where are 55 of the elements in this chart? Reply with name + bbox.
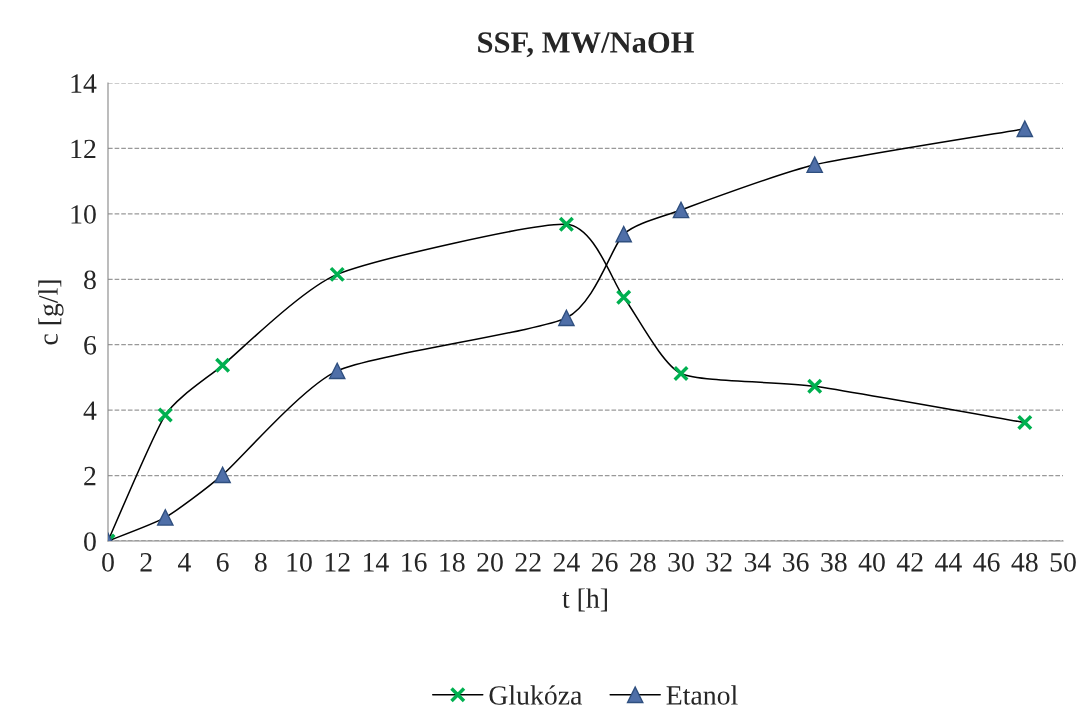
x-tick-label: 40: [858, 552, 885, 572]
x-tick-label: 12: [325, 552, 350, 572]
point: [157, 407, 174, 424]
x-tick-label: 26: [591, 552, 618, 572]
y-tick-label: 6: [84, 335, 97, 355]
x-tick-label: 34: [744, 552, 771, 572]
x-tick-label: 4: [178, 553, 191, 572]
y-tick-label: 4: [83, 401, 97, 420]
x-tick-label: 6: [216, 552, 229, 572]
legend-label: Etanol: [666, 685, 738, 705]
point: [1016, 120, 1034, 138]
y-tick-label: 10: [71, 205, 96, 224]
x-tick-label: 38: [821, 552, 847, 572]
point: [328, 362, 346, 380]
point: [214, 466, 231, 484]
x-tick-label: 8: [254, 552, 267, 572]
point: [806, 378, 823, 395]
x-tick-label: 48: [1011, 552, 1038, 572]
point: [673, 365, 689, 382]
x-tick-label: 44: [935, 553, 962, 572]
x-tick-label: 28: [630, 552, 656, 572]
x-tick-label: 18: [440, 552, 465, 572]
x-tick-label: 36: [783, 552, 809, 572]
x-tick-label: 50: [1050, 552, 1076, 572]
x-tick-label: 0: [102, 552, 114, 572]
y-axis-title: c [g/l]: [38, 280, 64, 345]
x-tick-label: 16: [402, 552, 427, 572]
x-tick-label: 30: [668, 552, 694, 572]
point: [1016, 414, 1033, 431]
point: [156, 509, 174, 526]
y-tick-label: 12: [71, 139, 96, 159]
y-tick-label: 14: [71, 74, 97, 93]
x-tick-label: 22: [515, 552, 541, 572]
point: [214, 357, 231, 374]
point: [329, 266, 346, 283]
x-tick-label: 10: [287, 552, 312, 572]
point: [615, 225, 633, 243]
legend-label: Glukóza: [489, 685, 583, 705]
x-tick-label: 32: [706, 552, 732, 572]
x-tick-label: 2: [140, 552, 152, 572]
y-tick-label: 0: [84, 532, 96, 551]
y-tick-label: 8: [84, 270, 96, 290]
point: [806, 156, 824, 174]
y-tick-label: 2: [84, 466, 96, 486]
point: [672, 201, 690, 219]
x-tick-label: 14: [363, 553, 389, 572]
x-tick-label: 46: [973, 552, 1000, 572]
point: [615, 289, 632, 306]
x-tick-label: 20: [477, 552, 503, 572]
point: [558, 216, 575, 233]
point: [558, 309, 575, 327]
chart-title: SSF, MW/NaOH: [478, 32, 694, 58]
x-tick-label: 42: [896, 552, 923, 572]
x-axis-title: t [h]: [562, 588, 607, 612]
x-tick-label: 24: [553, 552, 580, 572]
